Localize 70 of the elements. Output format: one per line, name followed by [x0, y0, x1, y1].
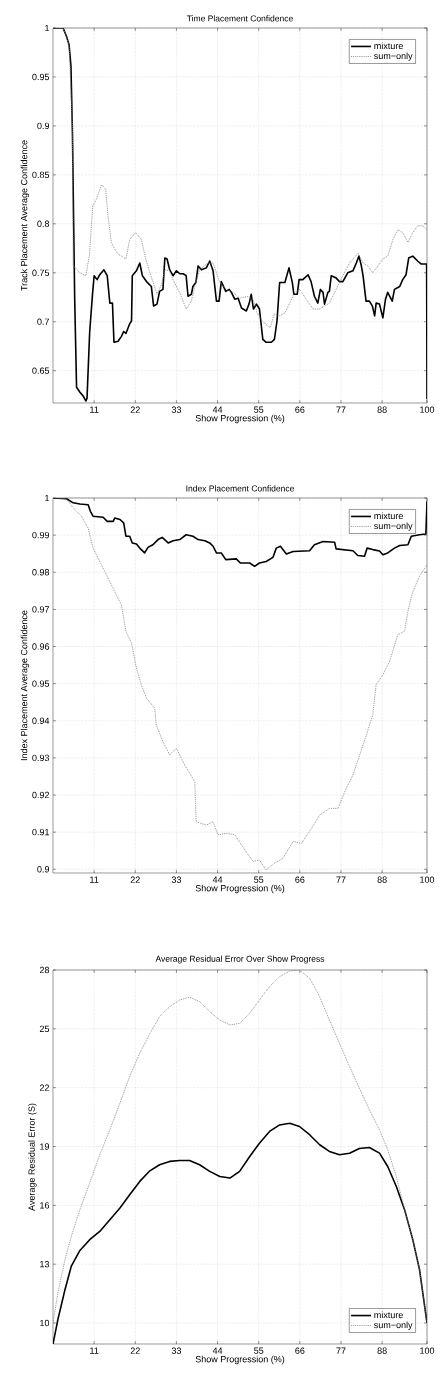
y-tick-label: 0.92 [32, 791, 50, 799]
y-tick-label: 16 [40, 1202, 50, 1209]
x-axis-title: Show Progression (%) [195, 1355, 285, 1365]
x-tick-label: 11 [90, 876, 99, 883]
x-tick-label: 100 [420, 876, 435, 883]
y-tick-label: 1 [45, 24, 50, 32]
y-tick-label: 0.91 [32, 828, 50, 836]
y-axis-title: Average Residual Error (S) [28, 1103, 37, 1211]
legend-label: mixture [374, 512, 403, 520]
x-tick-label: 22 [130, 876, 140, 883]
x-tick-label: 55 [254, 1347, 264, 1354]
legend-label: mixture [374, 1311, 403, 1319]
y-tick-label: 28 [39, 966, 50, 974]
y-tick-label: 10 [40, 1319, 50, 1327]
legend-label: sum−only [374, 522, 413, 531]
legend-label: mixture [374, 42, 403, 50]
x-tick-label: 77 [336, 406, 346, 413]
chart-title: Average Residual Error Over Show Progress [155, 955, 325, 964]
x-axis-title: Show Progression (%) [195, 884, 285, 894]
x-tick-label: 77 [336, 876, 346, 883]
x-tick-label: 22 [130, 1347, 140, 1354]
chart-title: Time Placement Confidence [186, 15, 293, 22]
y-tick-label: 0.93 [32, 754, 50, 762]
x-tick-label: 11 [90, 1347, 99, 1354]
y-tick-label: 13 [40, 1260, 50, 1268]
x-tick-label: 11 [90, 406, 99, 413]
y-tick-label: 25 [39, 1025, 50, 1033]
y-tick-label: 0.95 [32, 73, 50, 81]
x-tick-label: 33 [171, 876, 182, 883]
y-tick-label: 0.96 [32, 643, 50, 650]
y-tick-label: 1 [45, 494, 50, 502]
x-tick-label: 100 [420, 406, 435, 413]
y-tick-label: 0.75 [32, 269, 50, 276]
x-tick-label: 44 [212, 406, 223, 413]
x-axis-title: Show Progression (%) [195, 414, 285, 424]
y-tick-label: 0.98 [32, 569, 50, 576]
y-tick-label: 19 [40, 1143, 50, 1150]
x-tick-label: 100 [420, 1347, 435, 1354]
x-tick-label: 22 [130, 406, 140, 413]
y-tick-label: 0.7 [37, 318, 50, 325]
x-tick-label: 77 [336, 1347, 346, 1354]
x-tick-label: 88 [377, 876, 387, 883]
y-tick-label: 0.97 [32, 606, 50, 613]
y-axis-title: Track Placement Average Confidence [20, 140, 30, 291]
x-tick-label: 33 [171, 1347, 182, 1354]
legend-label: sum−only [374, 1321, 413, 1330]
x-tick-label: 44 [212, 876, 223, 883]
y-axis-title: Index Placement Average Confidence [20, 610, 30, 761]
x-tick-label: 66 [295, 1347, 305, 1354]
chart-title: Index Placement Confidence [186, 485, 294, 492]
y-tick-label: 0.65 [32, 367, 50, 374]
x-tick-label: 66 [295, 876, 305, 883]
x-tick-label: 33 [171, 406, 182, 413]
y-tick-label: 0.85 [32, 171, 50, 179]
y-tick-label: 0.8 [37, 220, 50, 227]
x-tick-label: 55 [254, 876, 264, 883]
line-series [53, 27, 427, 402]
x-tick-label: 55 [254, 406, 264, 413]
y-tick-label: 0.99 [32, 531, 50, 539]
x-tick-label: 88 [377, 406, 387, 413]
y-tick-label: 0.9 [37, 122, 50, 130]
y-tick-label: 0.95 [32, 680, 50, 687]
y-tick-label: 22 [39, 1084, 50, 1091]
line-series [53, 27, 427, 329]
y-tick-label: 0.94 [32, 717, 50, 724]
y-tick-label: 0.9 [37, 866, 50, 873]
x-tick-label: 66 [295, 406, 305, 413]
x-tick-label: 88 [377, 1347, 387, 1354]
legend-label: sum−only [374, 52, 413, 61]
x-tick-label: 44 [212, 1347, 223, 1354]
